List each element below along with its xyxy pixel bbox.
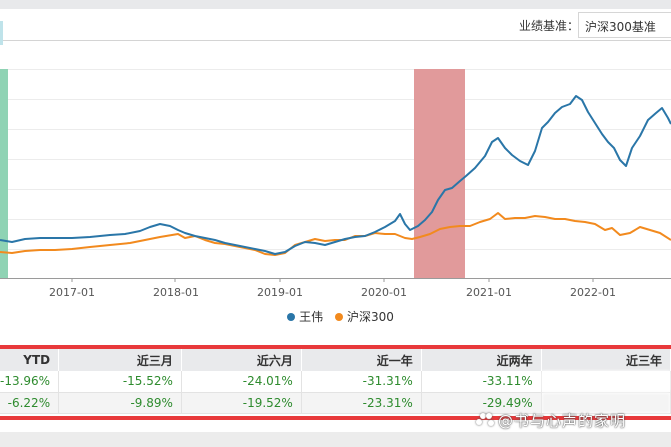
col-header-1y: 近一年 (301, 349, 422, 371)
x-tick-label: 2017-01 (49, 286, 95, 299)
chart-legend: 王伟 沪深300 (0, 308, 671, 325)
paw-logo-icon (476, 412, 494, 429)
tenure-start-band (0, 69, 8, 278)
legend-item-fund[interactable]: 王伟 (287, 308, 323, 325)
cell-value: -31.31% (301, 371, 422, 393)
table-row: -6.22% -9.89% -19.52% -23.31% -29.49% (0, 392, 671, 414)
legend-label: 王伟 (299, 310, 324, 324)
cell-value-obscured (541, 371, 671, 393)
cell-value: -29.49% (421, 392, 542, 414)
benchmark-label: 业绩基准： (518, 19, 579, 33)
cell-value: -6.22% (0, 392, 60, 414)
legend-dot-icon (287, 312, 296, 321)
highlight-border-top (0, 345, 671, 349)
performance-chart: 2017-01 2018-01 2019-01 2020-01 2021-01 … (0, 41, 671, 331)
table-row: -13.96% -15.52% -24.01% -31.31% -33.11% (0, 371, 671, 393)
left-tab-indicator (0, 21, 3, 45)
table-header-row: YTD 近三月 近六月 近一年 近两年 近三年 (0, 349, 671, 371)
col-header-2y: 近两年 (421, 349, 542, 371)
chart-header (0, 9, 671, 45)
cell-value: -15.52% (58, 371, 182, 393)
watermark-text: @书与心声的家明 (498, 412, 627, 430)
highlight-band (414, 69, 465, 278)
watermark: @书与心声的家明 (476, 410, 626, 431)
cell-value: -13.96% (0, 371, 60, 393)
x-tick-label: 2018-01 (153, 286, 199, 299)
series-fund-line (0, 95, 671, 255)
x-tick-labels: 2017-01 2018-01 2019-01 2020-01 2021-01 … (49, 286, 616, 299)
gridlines (0, 69, 671, 250)
chart-svg: 2017-01 2018-01 2019-01 2020-01 2021-01 … (0, 69, 671, 299)
bottom-strip (0, 432, 671, 447)
returns-table: YTD 近三月 近六月 近一年 近两年 近三年 -13.96% -15.52% … (0, 349, 671, 414)
legend-label: 沪深300 (346, 310, 394, 324)
highlight-border-bottom (0, 416, 671, 420)
cell-value: -19.52% (181, 392, 302, 414)
benchmark-select[interactable]: 沪深300基准 (578, 12, 671, 38)
x-tick-label: 2020-01 (361, 286, 407, 299)
cell-value: -23.31% (301, 392, 422, 414)
x-tick-label: 2019-01 (257, 286, 303, 299)
col-header-6m: 近六月 (181, 349, 302, 371)
col-header-3y: 近三年 (541, 349, 671, 371)
col-header-3m: 近三月 (58, 349, 182, 371)
legend-dot-icon (334, 312, 343, 321)
x-ticks (71, 278, 594, 282)
col-header-ytd: YTD (0, 349, 60, 371)
cell-value-obscured (541, 392, 671, 414)
cell-value: -33.11% (421, 371, 542, 393)
cell-value: -24.01% (181, 371, 302, 393)
x-tick-label: 2021-01 (466, 286, 512, 299)
x-tick-label: 2022-01 (570, 286, 616, 299)
legend-item-benchmark[interactable]: 沪深300 (334, 308, 394, 325)
top-strip (0, 0, 671, 9)
cell-value: -9.89% (58, 392, 182, 414)
